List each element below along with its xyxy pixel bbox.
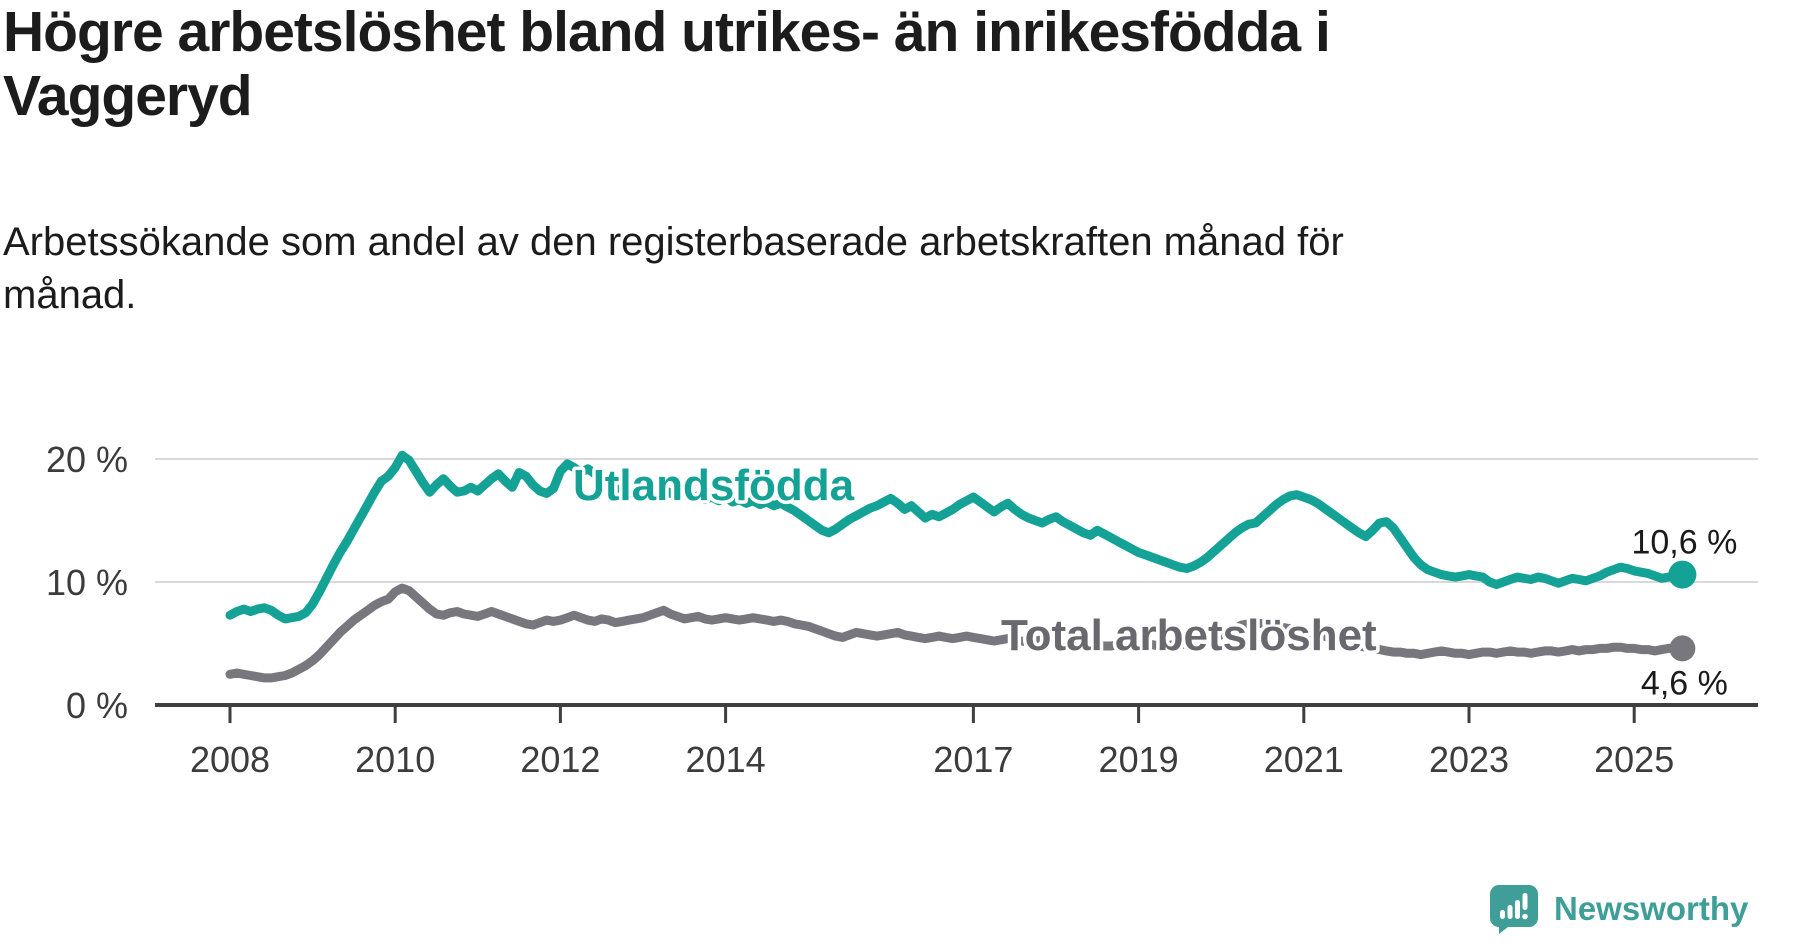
x-tick-label-2012: 2012: [520, 739, 600, 780]
total-line: [225, 583, 1687, 683]
exclamation-bar: [1522, 893, 1528, 910]
y-axis-labels: 0 % 10 % 20 %: [46, 439, 128, 726]
utlandsfodda-value-label: 10,6 %: [1631, 524, 1737, 562]
x-tick-label-2014: 2014: [686, 739, 766, 780]
utlandsfodda-line: [225, 450, 1687, 624]
x-tick-label-2008: 2008: [190, 739, 270, 780]
newsworthy-logo-icon: [1490, 885, 1538, 934]
y-tick-label-0: 0 %: [66, 685, 128, 726]
x-tick-label-2023: 2023: [1429, 739, 1509, 780]
total-value-label: 4,6 %: [1641, 664, 1728, 702]
bar-3: [1515, 900, 1520, 919]
x-tick-label-2019: 2019: [1099, 739, 1179, 780]
series-lines: [225, 450, 1687, 683]
bar-1: [1500, 910, 1505, 919]
page-title-line1: Högre arbetslöshet bland utrikes- än inr…: [3, 0, 1331, 64]
exclamation-dot: [1522, 913, 1528, 920]
y-tick-label-10: 10 %: [46, 562, 128, 603]
x-tick-label-2021: 2021: [1264, 739, 1344, 780]
utlandsfodda-series-label: Utlandsfödda: [573, 461, 855, 510]
page-title: Högre arbetslöshet bland utrikes- än inr…: [3, 0, 1331, 128]
newsworthy-logo: Newsworthy: [1488, 884, 1748, 934]
gridlines: [155, 458, 1758, 583]
page-title-line2: Vaggeryd: [3, 64, 253, 128]
x-axis-labels: 2008 2010 2012 2014 2017 2019 2021 2023 2025: [190, 739, 1674, 780]
total-series-label: Total arbetslöshet: [1001, 611, 1377, 660]
bar-2: [1507, 905, 1513, 919]
utlandsfodda-end-dot: [1668, 560, 1697, 589]
chart-subtitle: Arbetssökande som andel av den registerb…: [3, 216, 1344, 322]
y-tick-label-20: 20 %: [46, 439, 128, 480]
chart-subtitle-line2: månad.: [3, 273, 137, 317]
series-end-dots: [1668, 560, 1697, 662]
speech-bubble-shape: [1490, 885, 1538, 934]
x-tick-label-2010: 2010: [355, 739, 435, 780]
x-tick-label-2017: 2017: [933, 739, 1013, 780]
brand-name: Newsworthy: [1554, 890, 1749, 927]
x-axis-ticks: [228, 705, 1636, 723]
total-end-dot: [1669, 635, 1696, 662]
series-end-value-labels: 10,6 % 4,6 %: [1631, 524, 1737, 703]
x-tick-label-2025: 2025: [1594, 739, 1674, 780]
chart-subtitle-line1: Arbetssökande som andel av den registerb…: [3, 220, 1344, 264]
